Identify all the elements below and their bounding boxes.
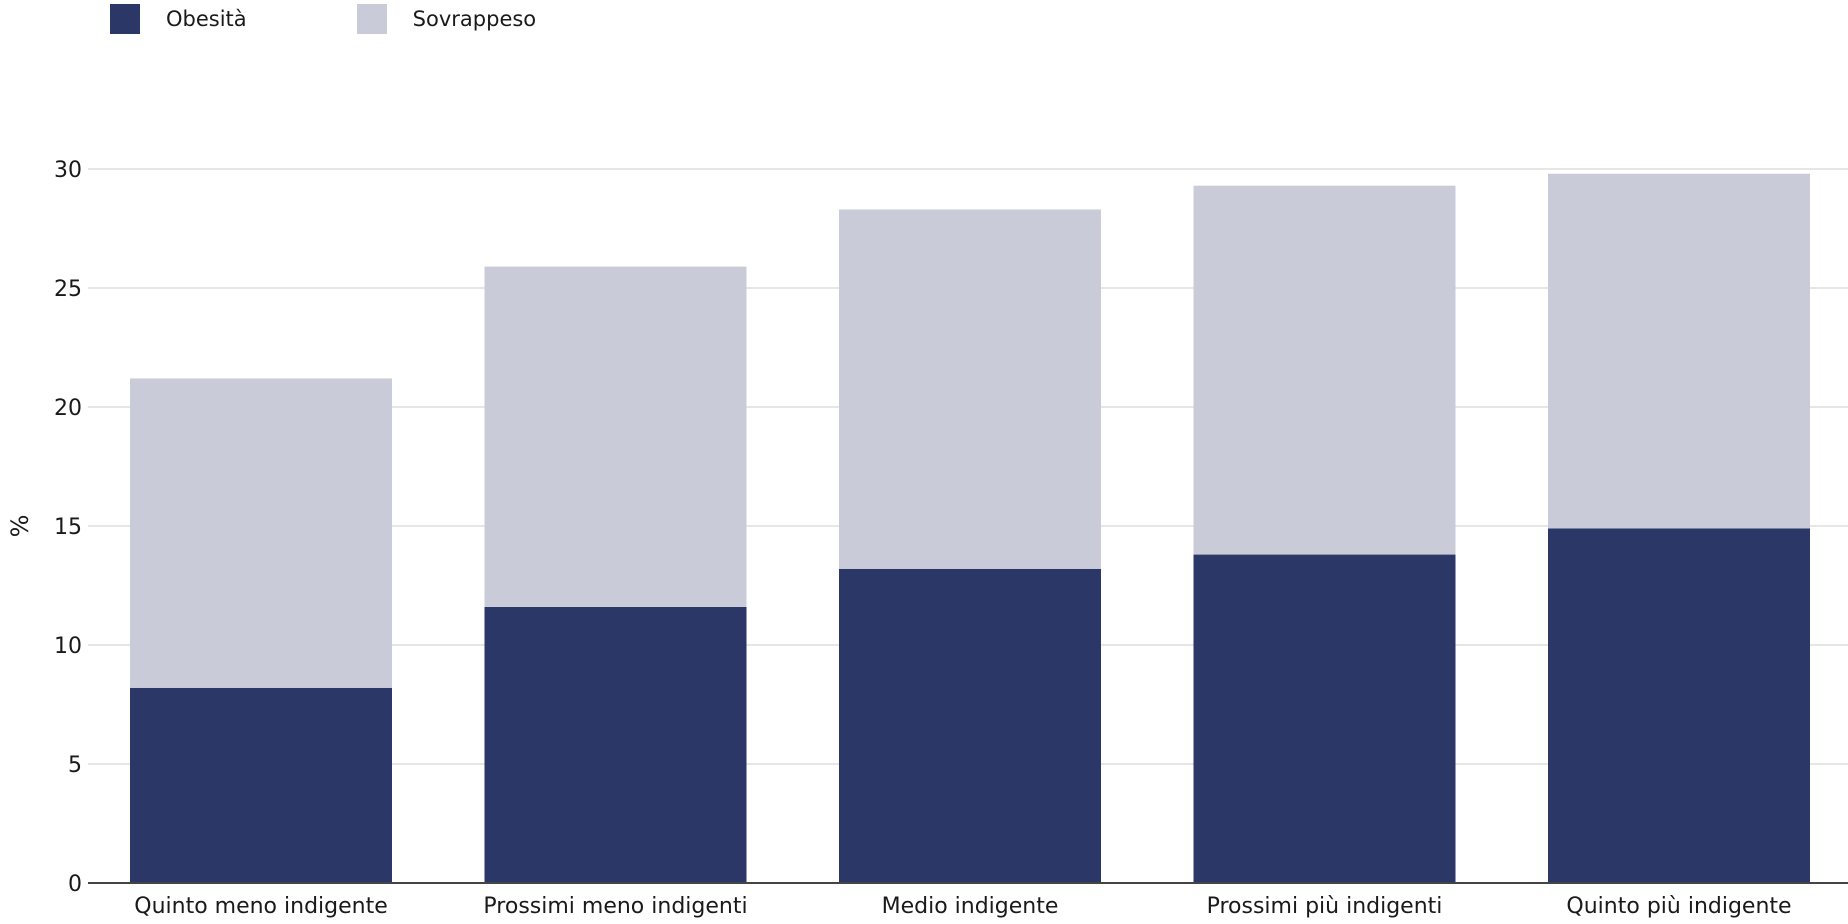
y-tick-label: 30 [54,158,82,183]
x-tick-label: Prossimi meno indigenti [483,894,747,919]
bar-sovrappeso [1548,173,1810,529]
legend: Obesità Sovrappeso [110,4,646,34]
bar-sovrappeso [1193,185,1456,555]
y-tick-label: 10 [54,634,82,659]
y-tick-label: 5 [68,753,82,778]
legend-item-obesita: Obesità [110,4,247,34]
bar-obesita [1193,554,1456,883]
bar-obesita [130,687,392,883]
legend-label-sovrappeso: Sovrappeso [412,7,537,31]
y-axis-label: % [6,515,34,538]
bars [130,173,1810,883]
bar-sovrappeso [484,266,747,607]
y-tick-label: 20 [54,396,82,421]
x-tick-label: Prossimi più indigenti [1207,894,1443,919]
legend-label-obesita: Obesità [166,7,247,31]
bar-obesita [484,606,747,883]
y-tick-label: 25 [54,277,82,302]
x-tick-label: Quinto meno indigente [134,894,388,919]
axes: 0 5 10 15 20 25 30% Quinto meno indigente Prossi… [6,158,1848,919]
bar-sovrappeso [839,209,1101,569]
x-tick-label: Quinto più indigente [1566,894,1791,919]
legend-swatch-sovrappeso [356,4,387,34]
y-tick-label: 15 [54,515,82,540]
y-tick-label: 0 [68,872,82,897]
bar-obesita [1548,528,1810,883]
legend-swatch-obesita [110,4,140,34]
bar-obesita [839,568,1101,883]
bar-sovrappeso [130,378,392,688]
legend-item-sovrappeso: Sovrappeso [356,4,537,34]
x-tick-label: Medio indigente [882,894,1059,919]
